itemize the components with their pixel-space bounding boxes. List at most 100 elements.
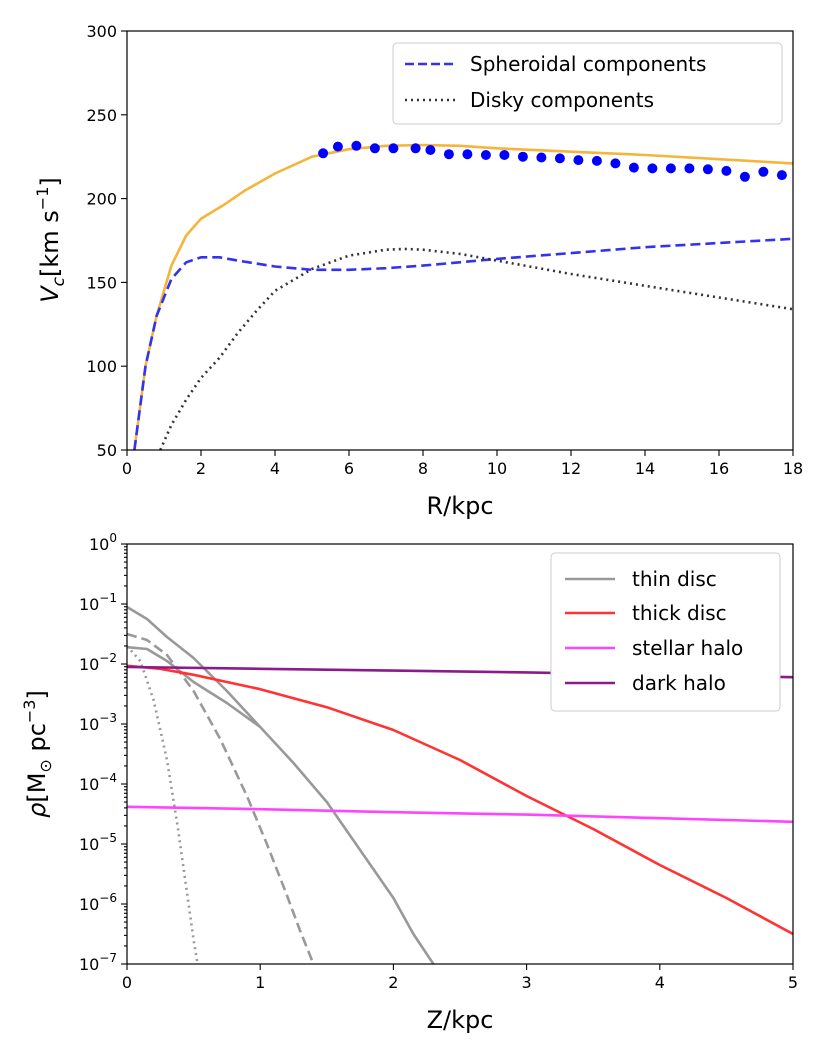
y-tick-label: 50 [97, 441, 117, 460]
data-point [499, 150, 510, 160]
x-tick-label: 10 [487, 459, 507, 478]
legend-box-top [392, 42, 783, 125]
rotation-curve-series [133, 143, 794, 451]
data-point [721, 165, 732, 176]
x-axis-label-top: R/kpc [426, 492, 493, 520]
y-axis-ticks-top: 50 100 150 200 250 300 [86, 22, 127, 460]
y-tick-label: 250 [86, 106, 117, 125]
data-point [573, 155, 584, 166]
y2-label-end: ] [23, 690, 51, 699]
x-tick-label: 2 [196, 459, 206, 478]
x-tick-label: 1 [255, 973, 265, 992]
x-tick-label: 18 [783, 459, 803, 478]
legend-label-stellar-halo: stellar halo [632, 636, 743, 660]
y2-label-sup: −3 [20, 700, 39, 724]
y-label-sub: c [49, 276, 69, 286]
y-label-main: V [36, 285, 64, 303]
y2-label-main: ρ [23, 803, 51, 818]
series-stellar-halo [126, 805, 794, 824]
observed-points [318, 140, 787, 182]
series-thin-disc-component-3 [126, 645, 199, 965]
y-label-end: ] [36, 177, 64, 186]
y2-label-sub: ⊙ [36, 759, 55, 772]
data-point [410, 143, 421, 154]
x-tick-label: 0 [122, 459, 132, 478]
data-point [628, 162, 639, 173]
x-tick-label: 5 [788, 973, 798, 992]
legend-bottom: thin disc thick disc stellar halo dark h… [550, 552, 781, 712]
data-point [369, 143, 380, 154]
x-axis-label-bottom: Z/kpc [427, 1006, 494, 1034]
data-point [388, 143, 399, 154]
data-point [758, 166, 769, 177]
y2-label-rest: [M [23, 773, 51, 803]
y-tick-label: 10−3 [79, 711, 117, 734]
y-axis-ticks-bottom: 10−7 10−6 10−5 10−4 10−3 10−2 10−1 100 [79, 531, 127, 974]
legend-label-thin-disc: thin disc [632, 567, 717, 591]
x-tick-label: 3 [522, 973, 532, 992]
x-axis-ticks-top: 0 2 4 6 8 10 12 14 16 18 [122, 450, 803, 478]
plot-frame-top [126, 30, 794, 451]
data-point [517, 151, 528, 162]
y-label-sup: −1 [33, 187, 52, 211]
data-point [425, 145, 436, 155]
legend-top: Spheroidal components Disky components [392, 42, 783, 125]
data-point [610, 158, 621, 169]
data-point [647, 163, 658, 174]
data-point [554, 153, 565, 164]
x-tick-label: 6 [344, 459, 354, 478]
x-tick-label: 12 [561, 459, 581, 478]
data-point [776, 170, 787, 181]
series-spheroidal-components [133, 237, 794, 451]
x-tick-label: 4 [270, 459, 280, 478]
data-point [739, 171, 750, 182]
series-disky-components [159, 247, 794, 451]
data-point [665, 163, 676, 174]
density-series [126, 605, 794, 965]
series-thick-disc [126, 664, 794, 936]
y-tick-label: 150 [86, 273, 117, 292]
x-tick-label: 14 [635, 459, 655, 478]
data-point [443, 149, 454, 160]
y-tick-label: 10−2 [79, 651, 117, 674]
x-axis-ticks-bottom: 0 1 2 3 4 5 [122, 964, 798, 992]
y-tick-label: 10−7 [79, 951, 117, 974]
y-tick-label: 100 [86, 357, 117, 376]
y-tick-label: 10−4 [79, 771, 117, 794]
series-thin-disc [126, 605, 435, 965]
density-profile-chart: 0 1 2 3 4 5 10−7 10−6 10−5 10−4 10−3 10−2 10−1 100 Z… [20, 531, 798, 1034]
x-tick-label: 2 [388, 973, 398, 992]
x-tick-label: 0 [122, 973, 132, 992]
legend-label-dark-halo: dark halo [632, 671, 726, 695]
y-axis-label-bottom: ρ[M⊙ pc−3] [20, 690, 55, 818]
data-point [332, 141, 343, 152]
y-tick-label: 300 [86, 22, 117, 41]
y-tick-label: 10−6 [79, 891, 117, 914]
y-tick-label: 10−5 [79, 831, 117, 854]
data-point [684, 163, 695, 174]
data-point [702, 164, 713, 175]
plot-frame-bottom [126, 543, 794, 965]
legend-label-spheroidal: Spheroidal components [470, 52, 706, 76]
y-tick-label: 200 [86, 190, 117, 209]
series-total [133, 143, 794, 451]
data-point [480, 150, 491, 160]
x-tick-label: 8 [418, 459, 428, 478]
y-tick-label: 10−1 [79, 591, 117, 614]
data-point [536, 152, 547, 163]
data-point [318, 148, 329, 159]
y-tick-label: 100 [89, 531, 117, 554]
legend-label-thick-disc: thick disc [632, 601, 727, 625]
legend-label-disky: Disky components [470, 88, 654, 112]
data-point [462, 149, 473, 160]
y-label-rest: [km s [36, 210, 64, 277]
data-point [351, 140, 362, 151]
legend-box-bottom [550, 552, 781, 712]
data-point [591, 155, 602, 166]
x-tick-label: 4 [655, 973, 665, 992]
series-thin-disc-component-2 [126, 632, 315, 965]
x-tick-label: 16 [709, 459, 729, 478]
y2-label-mid: pc [23, 723, 51, 759]
